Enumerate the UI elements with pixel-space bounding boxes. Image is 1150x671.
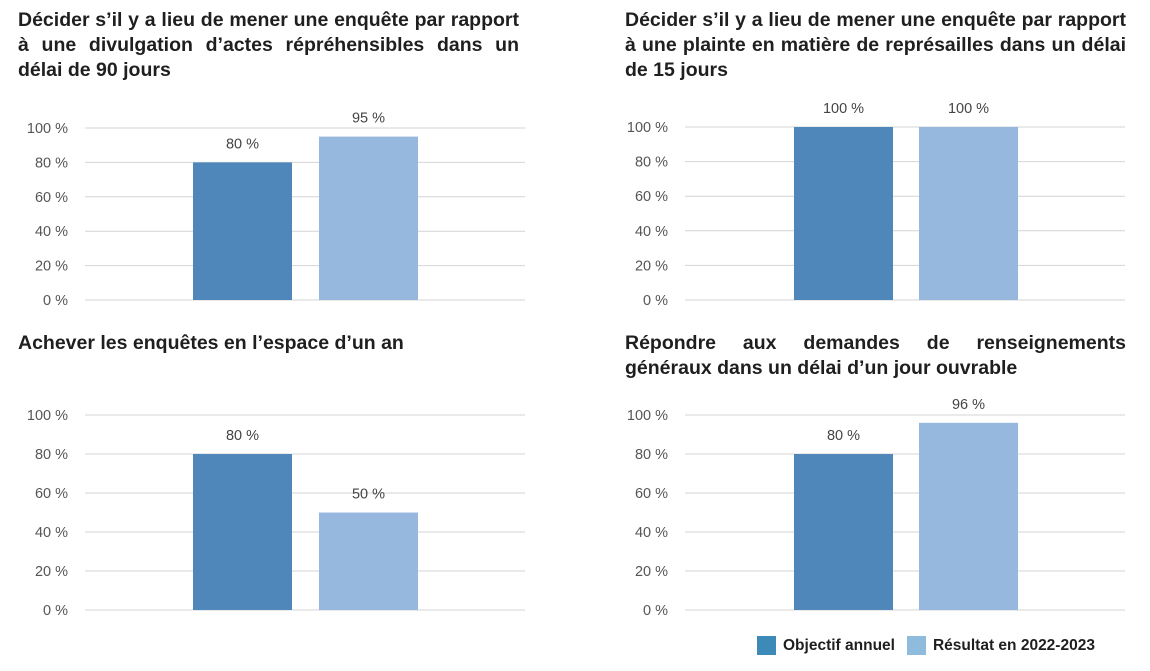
y-tick-label: 100 % bbox=[27, 121, 68, 137]
chart-renseignements: 0 % 20 % 40 % 60 % 80 % 100 % 80 % 96 % bbox=[627, 397, 1125, 619]
y-tick-label: 80 % bbox=[635, 447, 668, 463]
y-tick-label: 100 % bbox=[27, 408, 68, 424]
bar-objectif bbox=[794, 127, 893, 300]
y-tick-label: 40 % bbox=[635, 525, 668, 541]
legend-item-objectif: Objectif annuel bbox=[757, 636, 895, 655]
legend-label-resultat: Résultat en 2022-2023 bbox=[932, 636, 1095, 654]
y-tick-label: 20 % bbox=[35, 259, 68, 275]
y-tick-label: 20 % bbox=[35, 564, 68, 580]
y-tick-label: 60 % bbox=[35, 190, 68, 206]
y-tick-label: 100 % bbox=[627, 120, 668, 136]
y-tick-label: 20 % bbox=[635, 564, 668, 580]
y-tick-label: 20 % bbox=[635, 258, 668, 274]
bar-objectif bbox=[193, 162, 292, 300]
y-tick-label: 100 % bbox=[627, 408, 668, 424]
data-label-objectif: 80 % bbox=[226, 428, 259, 444]
data-label-resultat: 100 % bbox=[948, 101, 989, 117]
data-label-resultat: 95 % bbox=[352, 111, 385, 127]
y-tick-label: 60 % bbox=[635, 486, 668, 502]
y-tick-label: 40 % bbox=[635, 224, 668, 240]
y-tick-label: 40 % bbox=[35, 525, 68, 541]
chart-divulgation: 0 % 20 % 40 % 60 % 80 % 100 % 80 % 95 % bbox=[27, 111, 525, 309]
y-tick-label: 80 % bbox=[635, 155, 668, 171]
data-label-resultat: 50 % bbox=[352, 487, 385, 503]
bar-resultat bbox=[919, 127, 1018, 300]
y-tick-label: 60 % bbox=[35, 486, 68, 502]
chart-enquetes: 0 % 20 % 40 % 60 % 80 % 100 % 80 % 50 % bbox=[27, 408, 525, 619]
data-label-objectif: 80 % bbox=[226, 136, 259, 152]
y-tick-label: 0 % bbox=[43, 603, 68, 619]
legend-item-resultat: Résultat en 2022-2023 bbox=[906, 636, 1095, 655]
legend-swatch-resultat bbox=[906, 636, 926, 655]
bar-resultat bbox=[319, 136, 418, 300]
legend: Objectif annuel Résultat en 2022-2023 bbox=[757, 636, 1107, 655]
chart-title-divulgation: Décider s’il y a lieu de mener une enquê… bbox=[18, 9, 519, 81]
y-tick-label: 80 % bbox=[35, 447, 68, 463]
bar-objectif bbox=[193, 454, 292, 610]
y-tick-label: 60 % bbox=[635, 189, 668, 205]
chart-title-represailles: Décider s’il y a lieu de mener une enquê… bbox=[625, 9, 1126, 81]
data-label-resultat: 96 % bbox=[952, 397, 985, 413]
bar-resultat bbox=[319, 512, 418, 610]
legend-label-objectif: Objectif annuel bbox=[783, 636, 895, 654]
y-tick-label: 0 % bbox=[643, 603, 668, 619]
y-tick-label: 0 % bbox=[643, 293, 668, 309]
y-tick-label: 0 % bbox=[43, 293, 68, 309]
chart-represailles: 0 % 20 % 40 % 60 % 80 % 100 % 100 % 100 % bbox=[627, 101, 1125, 309]
bar-resultat bbox=[919, 422, 1018, 610]
data-label-objectif: 80 % bbox=[827, 428, 860, 444]
bar-objectif bbox=[794, 454, 893, 610]
legend-swatch-objectif bbox=[757, 636, 776, 655]
y-tick-label: 40 % bbox=[35, 224, 68, 240]
chart-title-enquetes: Achever les enquêtes en l’espace d’un an bbox=[18, 332, 404, 354]
data-label-objectif: 100 % bbox=[823, 101, 864, 117]
chart-title-renseignements: Répondre aux demandes de renseignements … bbox=[625, 332, 1126, 379]
y-tick-label: 80 % bbox=[35, 155, 68, 171]
